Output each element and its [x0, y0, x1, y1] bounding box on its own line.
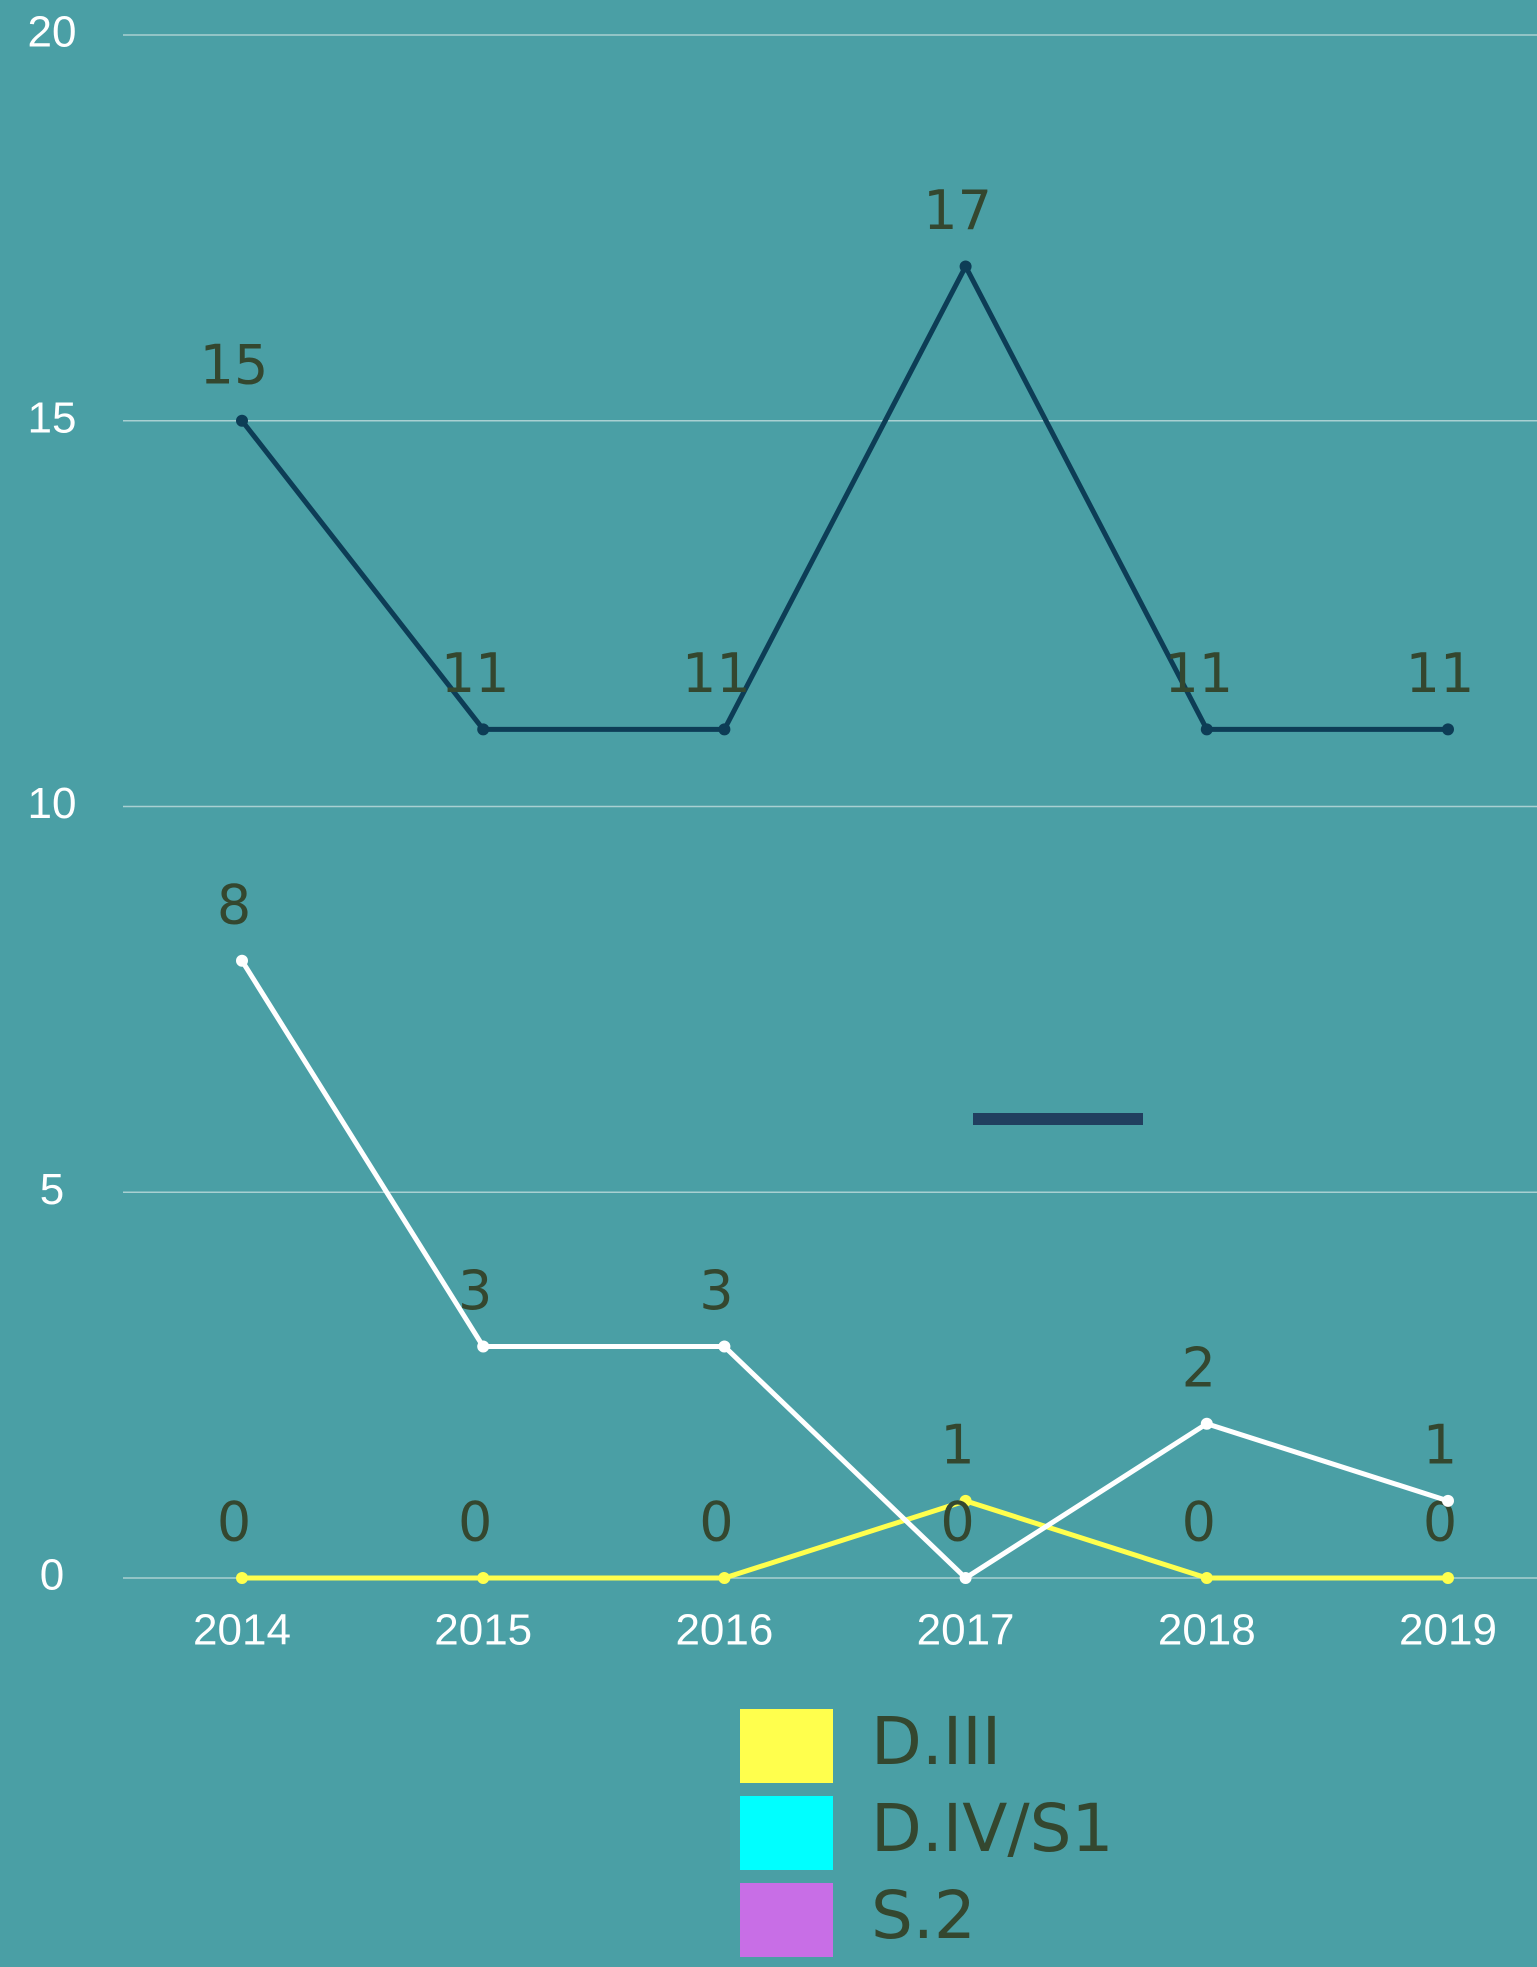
data-label: 17 — [923, 179, 992, 242]
data-point — [236, 954, 248, 967]
x-tick-label: 2019 — [1399, 1606, 1497, 1655]
series-line — [239, 959, 1449, 1581]
x-tick-label: 2018 — [1158, 1606, 1256, 1655]
legend-label: D.III — [871, 1703, 1001, 1780]
data-point — [959, 1572, 972, 1584]
x-tick-label: 2016 — [675, 1606, 773, 1655]
data-point — [1200, 723, 1213, 736]
legend-label: D.IV/S1 — [871, 1790, 1114, 1867]
data-point — [236, 414, 248, 427]
data-point — [236, 1572, 248, 1584]
data-point — [959, 1494, 972, 1507]
data-label: 11 — [1164, 642, 1233, 705]
data-point — [718, 723, 731, 736]
data-label: 8 — [217, 873, 251, 936]
data-point — [1442, 723, 1454, 736]
data-label: 1 — [940, 1413, 974, 1476]
data-label: 0 — [940, 1491, 974, 1554]
data-point — [477, 1572, 490, 1584]
y-tick-label: 20 — [28, 8, 77, 57]
data-label: 1 — [1423, 1413, 1457, 1476]
data-label: 11 — [682, 642, 751, 705]
y-tick-label: 10 — [28, 779, 77, 828]
data-point — [1442, 1572, 1454, 1584]
x-tick-label: 2015 — [434, 1606, 532, 1655]
legend-label: S.2 — [871, 1877, 976, 1954]
data-label: 11 — [441, 642, 510, 705]
y-tick-label: 0 — [40, 1551, 64, 1600]
y-tick-label: 15 — [28, 393, 77, 442]
legend-swatch — [740, 1709, 833, 1783]
data-point — [477, 723, 490, 736]
data-label: 0 — [699, 1491, 733, 1554]
data-label: 2 — [1182, 1336, 1216, 1399]
data-label: 0 — [1182, 1491, 1216, 1554]
data-label: 11 — [1406, 642, 1475, 705]
data-label: 3 — [699, 1259, 733, 1322]
series-line — [242, 1498, 1448, 1581]
data-point — [477, 1340, 490, 1353]
x-tick-label: 2014 — [193, 1606, 291, 1655]
data-label: 0 — [458, 1491, 492, 1554]
data-label: 3 — [458, 1259, 492, 1322]
y-tick-label: 5 — [40, 1165, 64, 1214]
data-point — [718, 1340, 731, 1353]
x-tick-label: 2017 — [917, 1606, 1015, 1655]
data-point — [1200, 1572, 1213, 1584]
legend-swatch — [740, 1796, 833, 1870]
data-label: 0 — [217, 1491, 251, 1554]
data-point — [718, 1572, 731, 1584]
data-point — [1200, 1417, 1213, 1430]
data-point — [1442, 1494, 1454, 1507]
legend-swatch — [740, 1883, 833, 1957]
series-line — [240, 263, 1448, 732]
data-point — [959, 260, 972, 273]
stray-mark — [973, 1113, 1143, 1125]
data-label: 15 — [200, 333, 269, 396]
